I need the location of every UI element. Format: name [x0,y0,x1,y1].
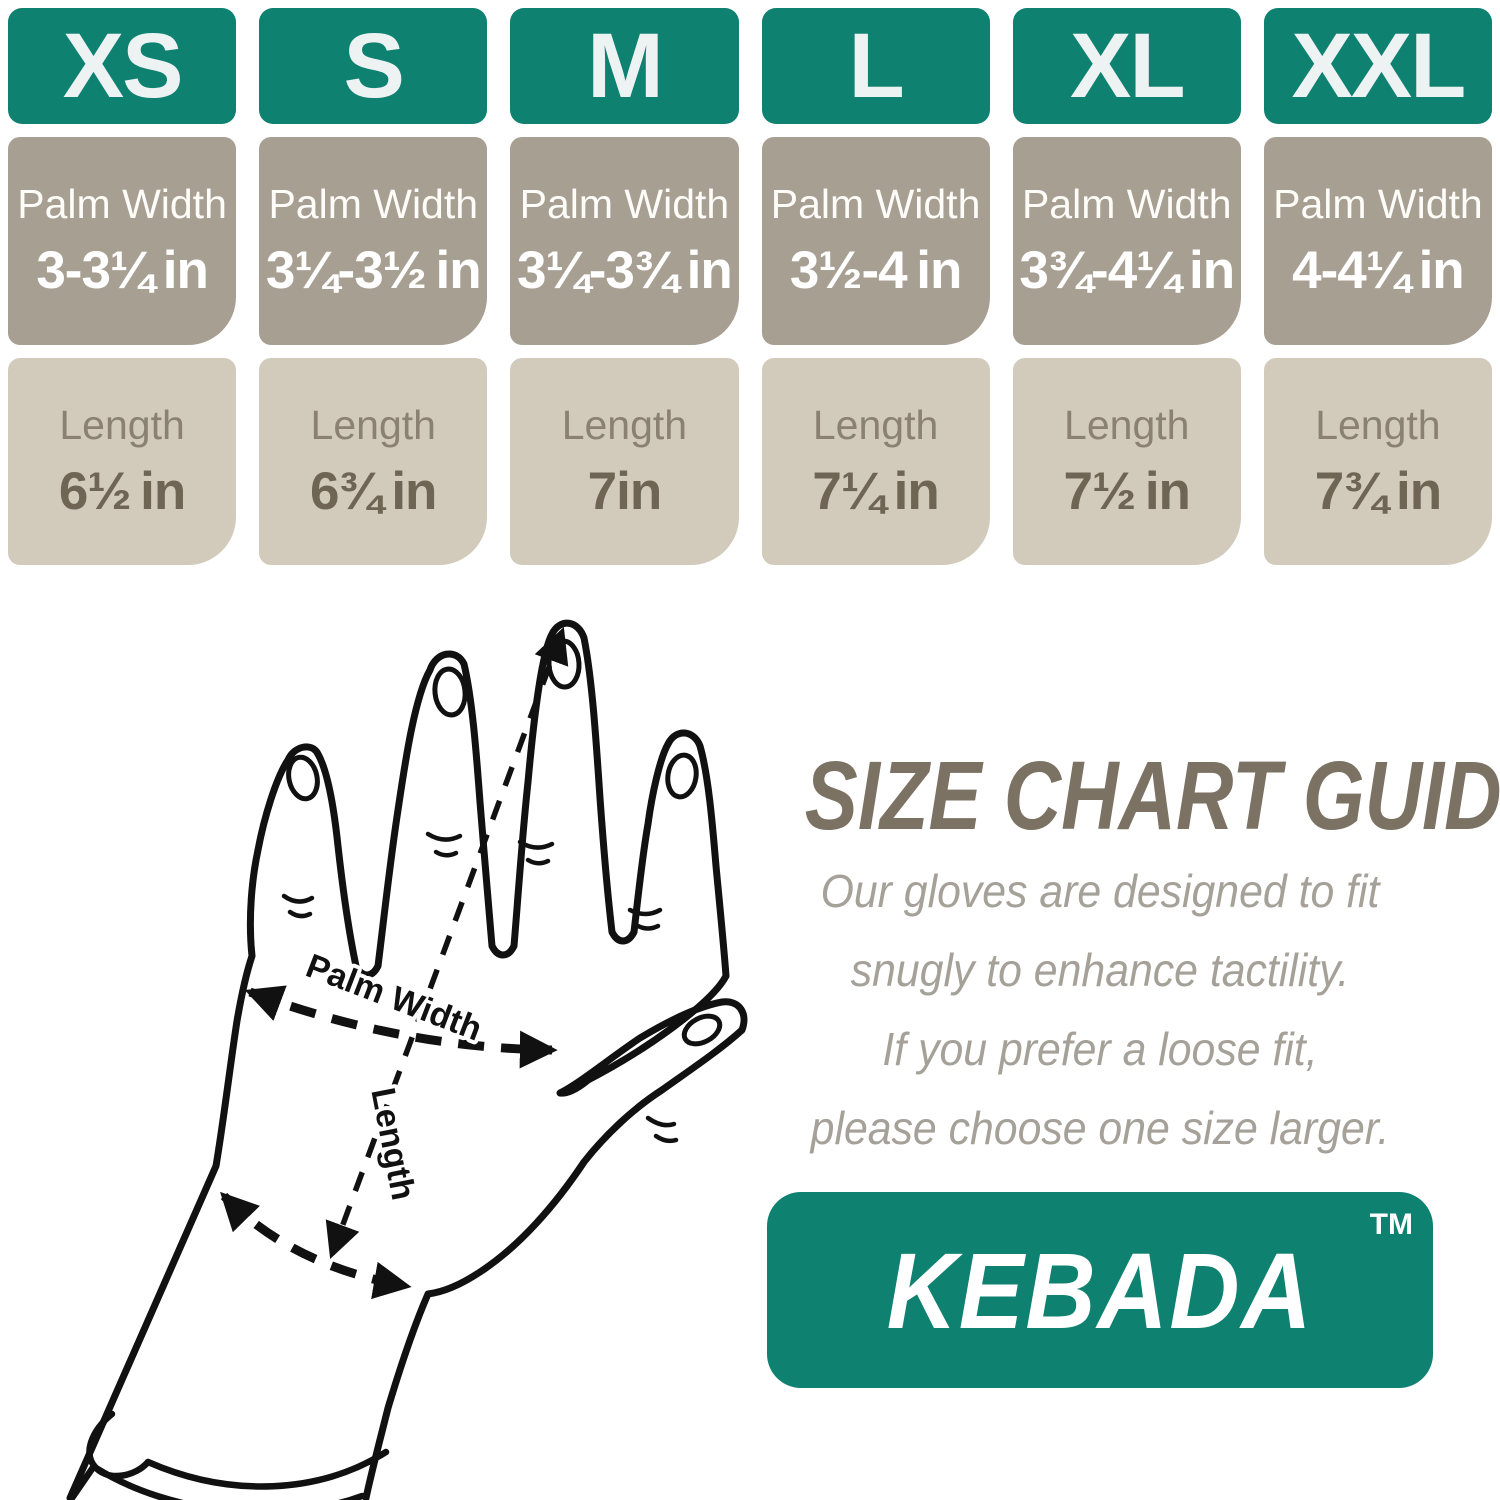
size-column-s: S Palm Width 3¼-3½ in Length 6¾ in [259,8,488,565]
length-cell: Length 6½ in [8,358,237,565]
palm-width-cell: Palm Width 3-3¼ in [8,137,237,345]
length-value: 7¼ in [812,461,939,521]
palm-width-cell: Palm Width 3¾-4¼ in [1012,137,1241,345]
length-arrow [325,626,569,1260]
size-chart-table: XS Palm Width 3-3¼ in Length 6½ in S Pal… [8,8,1492,565]
palm-width-cell: Palm Width 3¼-3¾ in [510,137,739,345]
size-label: XL [1069,14,1186,117]
length-value: 6¾ in [310,461,437,521]
palm-width-cell: Palm Width 3¼-3½ in [259,137,488,345]
length-cell: Length 7¾ in [1263,358,1492,565]
size-header: XXL [1263,8,1492,124]
length-cell: Length 7½ in [1012,358,1241,565]
size-header: S [259,8,488,124]
size-label: XXL [1291,14,1466,117]
length-label: Length [1064,401,1190,448]
palm-width-label: Palm Width [1021,181,1232,227]
guide-text-line: Our gloves are designed to fit [820,865,1380,917]
cuff-lines [68,1410,390,1500]
palm-width-label: Palm Width [770,181,981,227]
length-cell: Length 6¾ in [259,358,488,565]
palm-width-cell: Palm Width 3½-4 in [761,137,990,345]
palm-width-arrow [244,985,558,1069]
length-label: Length [1315,401,1441,448]
palm-width-value: 3¼-3¾ in [517,241,733,300]
hand-diagram-svg: Palm Width Length [66,619,748,1500]
size-header: M [510,8,739,124]
size-column-m: M Palm Width 3¼-3¾ in Length 7in [510,8,739,565]
size-header: L [761,8,990,124]
palm-width-value: 3¼-3½ in [265,241,482,300]
length-value: 7¾ in [1314,461,1442,521]
palm-width-label: Palm Width [1273,181,1483,227]
size-label: S [343,14,405,117]
size-column-l: L Palm Width 3½-4 in Length 7¼ in [761,8,990,565]
size-label: XS [62,14,184,117]
wrist-arrow [220,1191,412,1300]
palm-width-value: 3½-4 in [789,241,963,300]
length-label: Length [561,401,688,448]
length-value: 7in [587,461,663,521]
palm-width-label: Palm Width [519,181,730,227]
palm-width-cell: Palm Width 4-4¼ in [1263,137,1492,345]
guide-text: Our gloves are designed to fit snugly to… [765,852,1435,1168]
hand-outline [66,619,748,1500]
size-label: L [848,14,904,117]
guide-panel: SIZE CHART GUIDE Our gloves are designed… [740,580,1500,1388]
guide-text-line: If you prefer a loose fit, [882,1023,1318,1075]
length-value: 7½ in [1063,461,1191,521]
length-label: Length [812,401,939,448]
guide-text-line: snugly to enhance tactility. [850,944,1350,996]
palm-width-value: 3¾-4¼ in [1019,241,1235,300]
trademark-symbol: TM [1369,1208,1413,1241]
size-header: XL [1012,8,1241,124]
guide-title: SIZE CHART GUIDE [804,741,1500,850]
size-label: M [587,14,664,117]
palm-width-value: 3-3¼ in [36,241,209,300]
size-column-xl: XL Palm Width 3¾-4¼ in Length 7½ in [1012,8,1241,565]
length-cell: Length 7in [510,358,739,565]
palm-width-label: Palm Width [17,181,227,227]
brand-name: KEBADA [886,1229,1314,1351]
palm-width-label: Palm Width [268,181,479,227]
size-column-xxl: XXL Palm Width 4-4¼ in Length 7¾ in [1263,8,1492,565]
brand-logo: KEBADA TM [767,1192,1433,1388]
size-header: XS [8,8,237,124]
length-label: Length [59,401,185,448]
length-cell: Length 7¼ in [761,358,990,565]
length-value: 6½ in [58,461,186,521]
guide-text-line: please choose one size larger. [810,1102,1390,1154]
palm-width-value: 4-4¼ in [1292,241,1465,300]
length-label: Length [310,401,436,448]
hand-measurement-diagram: Palm Width Length [0,578,750,1500]
size-column-xs: XS Palm Width 3-3¼ in Length 6½ in [8,8,237,565]
